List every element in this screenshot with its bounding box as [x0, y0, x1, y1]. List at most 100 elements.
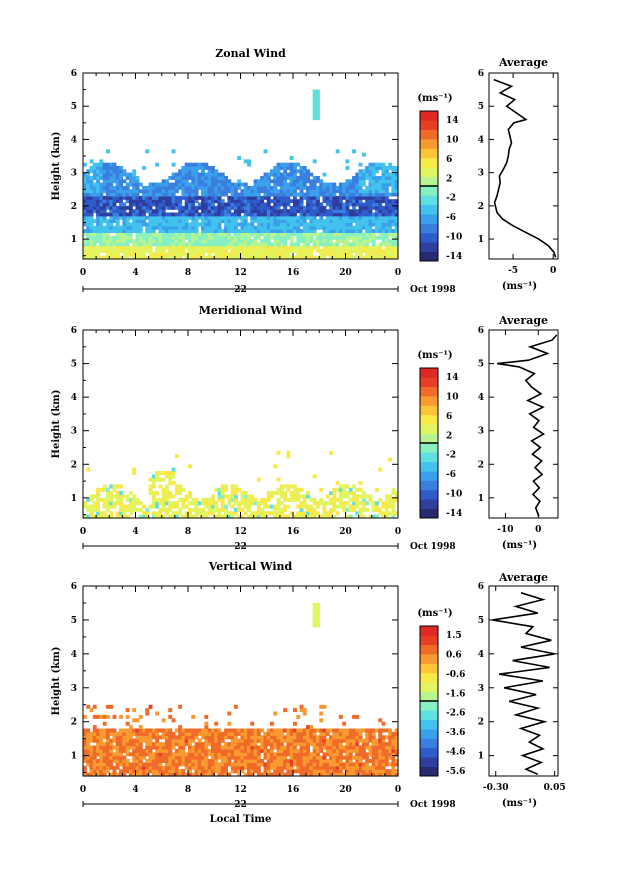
colorbar-swatch [420, 223, 438, 234]
heatmap-cell [355, 215, 360, 220]
average-y-tick-label: 1 [478, 494, 484, 504]
heatmap-cell [96, 219, 100, 223]
heatmap-cell [184, 759, 189, 763]
heatmap-cell [211, 748, 215, 753]
heatmap-cell [178, 252, 183, 257]
heatmap-cell [253, 202, 258, 207]
heatmap-cell [394, 239, 399, 243]
heatmap-cell [119, 229, 123, 233]
heatmap-cell [171, 182, 176, 187]
heatmap-cell [375, 487, 379, 492]
heatmap-cell [270, 189, 274, 194]
heatmap-cell [171, 765, 176, 770]
heatmap-cell [214, 755, 219, 760]
heatmap-cell [227, 219, 232, 223]
heatmap-cell [322, 731, 327, 736]
heatmap-cell [171, 192, 176, 197]
heatmap-cell [194, 172, 199, 177]
heatmap-cell [220, 212, 225, 217]
heatmap-cell [283, 772, 288, 777]
heatmap-cell [352, 772, 356, 777]
heatmap-cell [316, 748, 320, 753]
heatmap-cell [102, 195, 107, 200]
heatmap-cell [184, 199, 189, 204]
heatmap-cell [342, 239, 347, 243]
heatmap-cell [335, 202, 340, 207]
heatmap-cell [283, 762, 288, 767]
month-label: Oct 1998 [410, 800, 456, 810]
heatmap-cell [168, 765, 173, 770]
heatmap-cell [286, 731, 291, 736]
heatmap-cell [306, 172, 310, 177]
heatmap-cell [165, 752, 169, 757]
heatmap-cell [174, 182, 179, 187]
heatmap-cell [309, 225, 314, 230]
heatmap-cell [299, 209, 304, 214]
heatmap-cell [273, 507, 278, 512]
heatmap-cell [135, 192, 140, 197]
heatmap-cell [112, 219, 117, 223]
heatmap-cell [174, 229, 179, 233]
heatmap-cell [256, 182, 261, 187]
heatmap-cell [260, 245, 265, 250]
heatmap-cell [178, 179, 183, 184]
heatmap-cell [283, 708, 288, 713]
heatmap-cell [168, 769, 173, 774]
heatmap-cell [266, 769, 271, 774]
heatmap-cell [316, 109, 320, 114]
heatmap-cell [148, 731, 153, 736]
heatmap-cell [145, 762, 150, 767]
heatmap-cell [184, 222, 189, 227]
heatmap-cell [148, 199, 153, 204]
heatmap-cell [86, 752, 91, 757]
heatmap-cell [204, 755, 209, 760]
heatmap-cell [184, 215, 189, 220]
heatmap-cell [128, 752, 133, 757]
heatmap-cell [358, 235, 363, 240]
heatmap-cell [240, 189, 245, 194]
heatmap-cell [197, 172, 202, 177]
heatmap-cell [112, 484, 117, 489]
heatmap-cell [338, 497, 343, 502]
heatmap-cell [302, 497, 307, 502]
heatmap-cell [106, 192, 110, 197]
heatmap-cell [83, 219, 87, 223]
heatmap-cell [237, 199, 242, 204]
heatmap-cell [201, 748, 205, 753]
heatmap-cell [384, 511, 389, 516]
heatmap-cell [151, 182, 156, 187]
heatmap-cell [309, 185, 314, 190]
heatmap-cell [142, 762, 146, 767]
heatmap-cell [342, 229, 347, 233]
heatmap-cell [96, 225, 100, 230]
heatmap-cell [266, 252, 271, 257]
heatmap-cell [338, 229, 343, 233]
heatmap-cell [99, 742, 104, 747]
heatmap-cell [312, 511, 317, 516]
heatmap-cell [174, 215, 179, 220]
heatmap-cell [132, 494, 137, 499]
heatmap-cell [289, 182, 294, 187]
heatmap-cell [332, 772, 337, 777]
heatmap-cell [384, 742, 389, 747]
heatmap-cell [224, 219, 228, 223]
heatmap-cell [115, 192, 120, 197]
heatmap-cell [375, 752, 379, 757]
y-tick-label: 6 [71, 69, 77, 79]
heatmap-cell [207, 501, 212, 506]
heatmap-cell [145, 232, 150, 237]
heatmap-cell [338, 731, 343, 736]
heatmap-cell [384, 225, 389, 230]
heatmap-cell [253, 249, 258, 253]
heatmap-cell [365, 769, 370, 774]
heatmap-cell [391, 172, 396, 177]
heatmap-cell [214, 212, 219, 217]
heatmap-cell [207, 759, 212, 763]
heatmap-cell [224, 232, 228, 237]
heatmap-cell [319, 249, 324, 253]
heatmap-cell [191, 245, 196, 250]
heatmap-cell [138, 765, 143, 770]
heatmap-cell [299, 195, 304, 200]
heatmap-cell [256, 205, 261, 210]
average-title: Average [498, 571, 548, 584]
